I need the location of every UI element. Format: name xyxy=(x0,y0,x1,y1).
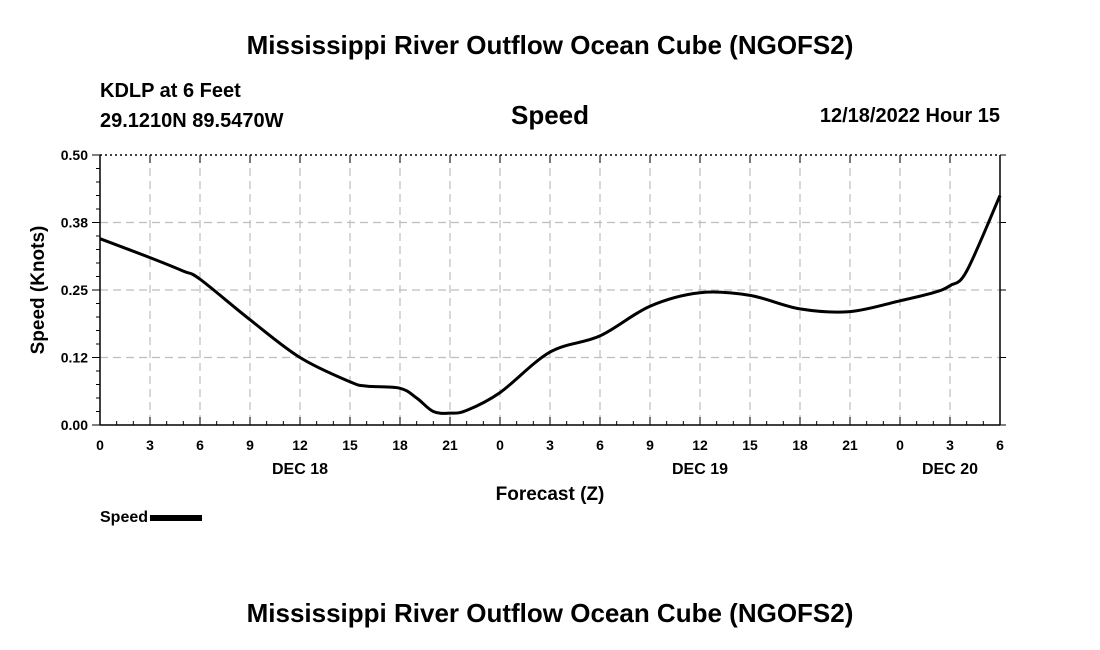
y-tick-label: 0.50 xyxy=(61,147,88,163)
x-axis-label: Forecast (Z) xyxy=(496,484,605,505)
x-tick-label: 6 xyxy=(596,437,604,453)
legend: Speed xyxy=(100,509,203,527)
x-tick-label: 9 xyxy=(646,437,654,453)
day-label: DEC 19 xyxy=(672,461,728,478)
x-tick-label: 9 xyxy=(246,437,254,453)
x-tick-label: 0 xyxy=(96,437,104,453)
station-location: 29.1210N 89.5470W xyxy=(100,110,284,132)
day-label: DEC 18 xyxy=(272,461,328,478)
chart-title: Mississippi River Outflow Ocean Cube (NG… xyxy=(246,30,854,60)
x-tick-label: 3 xyxy=(146,437,154,453)
x-tick-label: 0 xyxy=(496,437,504,453)
forecast-datetime: 12/18/2022 Hour 15 xyxy=(819,105,1000,127)
x-tick-label: 15 xyxy=(342,437,358,453)
chart-subtitle: Speed xyxy=(510,100,590,130)
second-chart-title: Mississippi River Outflow Ocean Cube (NG… xyxy=(246,598,854,628)
x-tick-label: 3 xyxy=(946,437,954,453)
x-tick-label: 6 xyxy=(996,437,1004,453)
x-tick-label: 6 xyxy=(196,437,204,453)
y-tick-label: 0.25 xyxy=(61,282,88,298)
y-tick-label: 0.00 xyxy=(61,417,88,433)
legend-label: Speed xyxy=(100,509,149,526)
x-tick-label: 3 xyxy=(546,437,554,453)
x-tick-label: 21 xyxy=(442,437,458,453)
legend-swatch xyxy=(150,515,203,521)
x-tick-label: 18 xyxy=(792,437,808,453)
day-label: DEC 20 xyxy=(922,461,978,478)
x-tick-label: 18 xyxy=(392,437,408,453)
x-tick-label: 21 xyxy=(842,437,858,453)
y-tick-label: 0.12 xyxy=(61,350,88,366)
station-name: KDLP at 6 Feet xyxy=(100,80,241,102)
speed-series-line xyxy=(99,194,1002,415)
y-axis-label: Speed (Knots) xyxy=(28,226,49,355)
y-tick-label: 0.38 xyxy=(61,215,88,231)
x-tick-label: 12 xyxy=(292,437,308,453)
x-tick-label: 12 xyxy=(692,437,708,453)
x-tick-label: 0 xyxy=(896,437,904,453)
station-info: KDLP at 6 Feet 29.1210N 89.5470W xyxy=(100,76,283,136)
x-tick-label: 15 xyxy=(742,437,758,453)
